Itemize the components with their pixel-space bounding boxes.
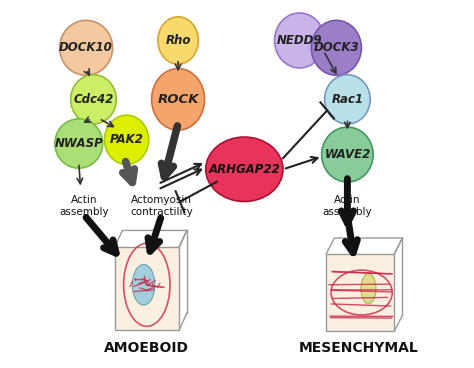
Bar <box>115 247 179 330</box>
Ellipse shape <box>60 20 113 75</box>
Text: ROCK: ROCK <box>157 93 199 106</box>
Bar <box>326 254 394 331</box>
Ellipse shape <box>55 119 103 168</box>
Text: Rho: Rho <box>165 34 191 47</box>
Text: PAK2: PAK2 <box>109 133 144 146</box>
Text: NEDD9: NEDD9 <box>277 34 322 47</box>
Text: DOCK3: DOCK3 <box>313 41 359 54</box>
Ellipse shape <box>274 13 325 68</box>
Ellipse shape <box>325 75 370 124</box>
Text: Actomyosin
contractility: Actomyosin contractility <box>130 195 193 217</box>
Ellipse shape <box>132 265 155 305</box>
Text: WAVE2: WAVE2 <box>324 148 371 161</box>
Ellipse shape <box>311 20 361 75</box>
Text: Cdc42: Cdc42 <box>73 93 114 106</box>
Text: ARHGAP22: ARHGAP22 <box>209 163 280 176</box>
Text: NWASP: NWASP <box>55 137 103 150</box>
Ellipse shape <box>152 68 205 130</box>
Ellipse shape <box>206 137 283 202</box>
Text: AMOEBOID: AMOEBOID <box>104 341 189 355</box>
Text: DOCK10: DOCK10 <box>59 41 113 54</box>
Ellipse shape <box>71 75 116 124</box>
Text: Actin
assembly: Actin assembly <box>323 195 372 217</box>
Ellipse shape <box>158 17 198 64</box>
Text: Actin
assembly: Actin assembly <box>59 195 109 217</box>
Ellipse shape <box>105 115 149 164</box>
Ellipse shape <box>322 127 373 182</box>
Text: Rac1: Rac1 <box>331 93 364 106</box>
Ellipse shape <box>361 274 376 304</box>
Text: MESENCHYMAL: MESENCHYMAL <box>299 341 419 355</box>
